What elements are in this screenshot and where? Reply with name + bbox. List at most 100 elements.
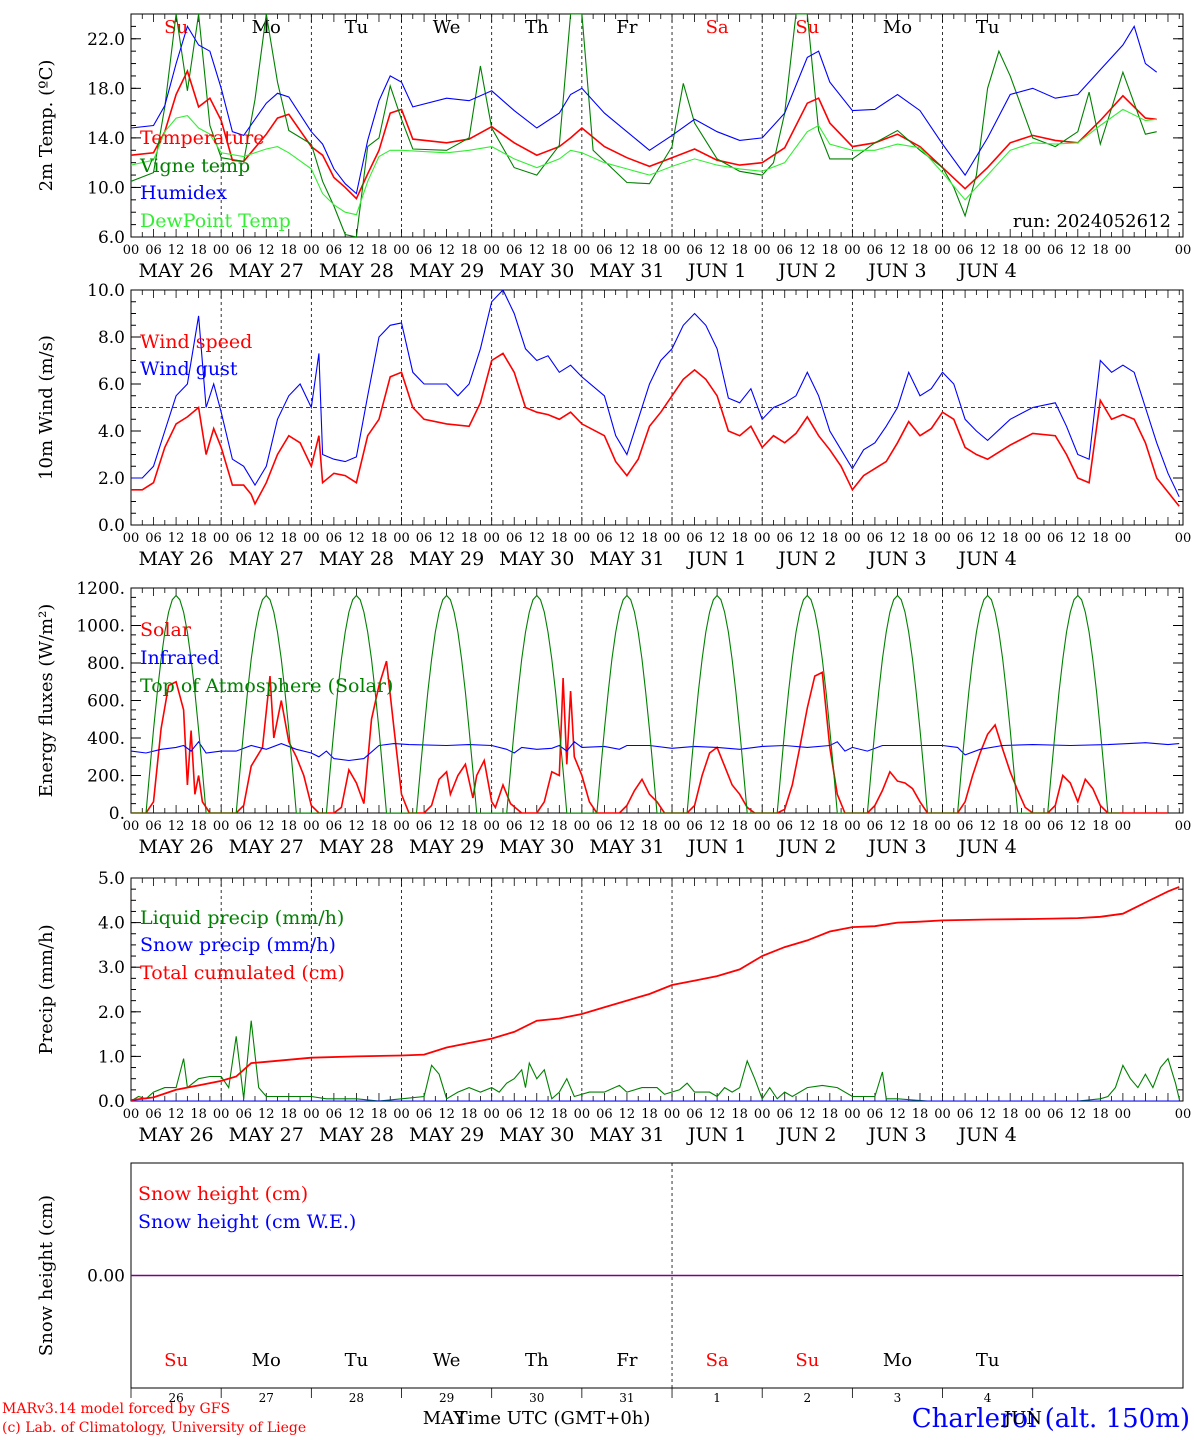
hour-tick-label: 00 [574, 1107, 591, 1122]
hour-tick-label: 18 [461, 819, 478, 834]
weekday-label: Su [795, 1350, 819, 1371]
hour-tick-label: 12 [889, 531, 906, 546]
legend-entry: DewPoint Temp [140, 210, 291, 232]
plot-area [131, 886, 1180, 1101]
hour-tick-label: 00 [393, 819, 410, 834]
hour-tick-label: 18 [1092, 1107, 1109, 1122]
y-tick-label: 800. [87, 654, 125, 674]
legend-entry: Vigne temp [139, 155, 250, 177]
hour-tick-label: 12 [619, 531, 636, 546]
y-tick-label: 1.0 [98, 1047, 125, 1067]
series-line-humidex [131, 25, 1158, 195]
hour-tick-label: 12 [528, 243, 545, 258]
series-line-solar [131, 660, 1168, 813]
y-tick-label: 1200. [76, 579, 125, 599]
hour-tick-label: 00 [934, 1107, 951, 1122]
date-label: MAY 29 [409, 548, 484, 570]
hour-tick-label: 06 [596, 819, 613, 834]
hour-tick-label: 06 [145, 1107, 162, 1122]
hour-tick-label: 00 [303, 243, 320, 258]
day-number-label: 28 [349, 1391, 364, 1405]
weekday-label: Tu [976, 17, 1000, 38]
y-axis-label: 10m Wind (m/s) [36, 335, 57, 480]
hour-tick-label: 00 [1024, 1107, 1041, 1122]
date-label: JUN 3 [866, 1124, 926, 1146]
weekday-label: Sa [706, 1350, 729, 1371]
weekday-label: Su [795, 17, 819, 38]
hour-tick-label: 00 [1024, 819, 1041, 834]
series-line-temperature [131, 68, 1157, 200]
hour-tick-label: 12 [348, 243, 365, 258]
weekday-label: Tu [345, 1350, 369, 1371]
hour-tick-label: 00 [934, 819, 951, 834]
legend-entry: Liquid precip (mm/h) [140, 907, 344, 929]
hour-tick-label: 00 [1175, 243, 1192, 258]
y-tick-label: 8.0 [98, 328, 125, 348]
y-tick-label: 0.00 [87, 1267, 125, 1287]
hour-tick-label: 00 [1115, 1107, 1132, 1122]
hour-tick-label: 06 [867, 819, 884, 834]
hour-tick-label: 18 [371, 819, 388, 834]
hour-tick-label: 06 [1047, 819, 1064, 834]
hour-tick-label: 12 [799, 1107, 816, 1122]
hour-tick-label: 00 [123, 819, 140, 834]
hour-tick-label: 12 [168, 1107, 185, 1122]
weekday-label: Tu [345, 17, 369, 38]
hour-tick-label: 06 [1047, 531, 1064, 546]
series-line-wind-gust [131, 290, 1180, 498]
legend-entry: Total cumulated (cm) [140, 962, 345, 984]
hour-tick-label: 18 [912, 243, 929, 258]
hour-tick-label: 18 [641, 531, 658, 546]
legend-entry: Snow height (cm W.E.) [138, 1211, 356, 1233]
date-label: MAY 26 [138, 1124, 213, 1146]
hour-tick-label: 12 [619, 819, 636, 834]
legend-entry: Temperature [140, 127, 264, 149]
hour-tick-label: 18 [1002, 819, 1019, 834]
hour-tick-label: 18 [281, 531, 298, 546]
hour-tick-label: 12 [799, 243, 816, 258]
plot-area [131, 594, 1180, 813]
hour-tick-label: 18 [190, 243, 207, 258]
date-label: JUN 4 [956, 548, 1016, 570]
hour-tick-label: 06 [145, 819, 162, 834]
hour-tick-label: 12 [348, 1107, 365, 1122]
date-label: JUN 3 [866, 548, 926, 570]
date-label: MAY 27 [229, 836, 304, 858]
hour-tick-label: 18 [190, 819, 207, 834]
hour-tick-label: 18 [1092, 243, 1109, 258]
hour-tick-label: 06 [776, 531, 793, 546]
date-label: MAY 26 [138, 548, 213, 570]
date-label: JUN 1 [686, 260, 746, 282]
hour-tick-label: 18 [461, 1107, 478, 1122]
y-tick-label: 2.0 [98, 469, 125, 489]
hour-tick-label: 18 [551, 243, 568, 258]
day-number-label: 26 [168, 1391, 183, 1405]
hour-tick-label: 00 [483, 1107, 500, 1122]
weekday-label: Mo [883, 1350, 912, 1371]
month-label-may: MAY [423, 1408, 467, 1429]
date-label: MAY 30 [499, 260, 574, 282]
hour-tick-label: 06 [867, 243, 884, 258]
day-number-label: 30 [529, 1391, 544, 1405]
hour-tick-label: 06 [235, 243, 252, 258]
hour-tick-label: 06 [235, 531, 252, 546]
hour-tick-label: 06 [957, 1107, 974, 1122]
hour-tick-label: 18 [281, 819, 298, 834]
date-label: JUN 4 [956, 836, 1016, 858]
date-label: JUN 1 [686, 836, 746, 858]
weekday-label: We [433, 17, 461, 38]
hour-tick-label: 12 [619, 1107, 636, 1122]
hour-tick-label: 12 [889, 819, 906, 834]
date-label: MAY 31 [589, 260, 664, 282]
hour-tick-label: 06 [776, 243, 793, 258]
hour-tick-label: 00 [664, 1107, 681, 1122]
hour-tick-label: 18 [551, 1107, 568, 1122]
hour-tick-label: 06 [1047, 1107, 1064, 1122]
hour-tick-label: 06 [686, 819, 703, 834]
hour-tick-label: 18 [1002, 1107, 1019, 1122]
hour-tick-label: 18 [822, 1107, 839, 1122]
legend-entry: Infrared [140, 647, 220, 669]
hour-tick-label: 06 [686, 531, 703, 546]
panel-snow: Su Mo Tu We Th Fr Sa Su Mo Tu 26 27 28 29 30 31 1 2 3 4 0.00… [36, 1162, 1184, 1405]
